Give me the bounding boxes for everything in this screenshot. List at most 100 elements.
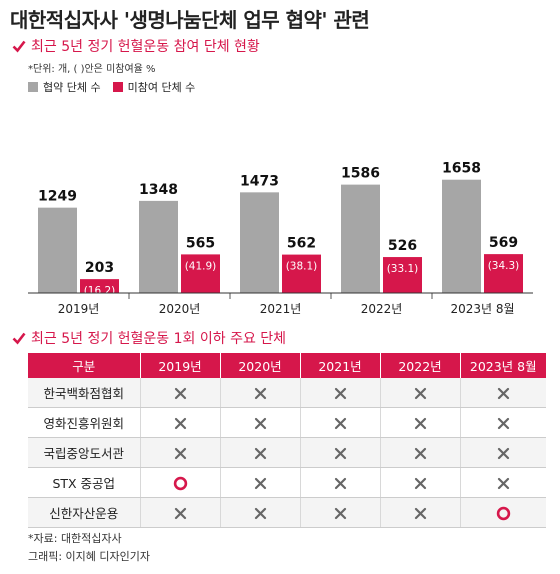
x-tick-label: 2021년 [260, 302, 302, 316]
table-row: 국립중앙도서관 [28, 437, 546, 468]
bar-value-label: 1249 [38, 189, 77, 205]
bar-value-label: 203 [85, 260, 114, 276]
circle-mark-icon [496, 506, 510, 520]
bar-value-label: 565 [186, 235, 215, 251]
mark-cell [300, 378, 381, 408]
circle-mark-icon [173, 476, 187, 490]
x-mark-icon [254, 507, 266, 520]
page-title: 대한적십자사 '생명나눔단체 업무 협약' 관련 [10, 8, 370, 32]
x-mark-icon [254, 387, 266, 400]
x-mark-icon [174, 447, 186, 460]
mark-cell [140, 378, 221, 408]
mark-cell [460, 467, 546, 498]
x-mark-icon [254, 477, 266, 490]
legend-item-nonparticipation: 미참여 단체 수 [112, 79, 196, 95]
bar-value-label: 1586 [341, 166, 380, 182]
bar-value-label: 1348 [139, 182, 178, 198]
column-header: 2023년 8월 [460, 353, 546, 378]
x-tick-label: 2020년 [159, 302, 201, 316]
column-header: 2021년 [300, 353, 381, 378]
mark-cell [220, 437, 301, 468]
mark-cell [380, 497, 461, 528]
column-header: 2019년 [140, 353, 221, 378]
check-icon [12, 332, 26, 345]
section-heading-text: 최근 5년 정기 헌혈운동 1회 이하 주요 단체 [31, 331, 287, 347]
mark-cell [380, 437, 461, 468]
row-name-cell: 국립중앙도서관 [28, 437, 141, 468]
table-row: 영화진흥위원회 [28, 407, 546, 438]
mark-cell [300, 467, 381, 498]
x-mark-icon [174, 417, 186, 430]
legend-item-agreement: 협약 단체 수 [28, 79, 101, 95]
x-mark-icon [497, 417, 509, 430]
table-body: 한국백화점협회 영화진흥위원회 국립중앙도서관 STX 중공업 신한자산운용 [28, 378, 546, 528]
row-name-cell: 신한자산운용 [28, 497, 141, 528]
mark-cell [300, 407, 381, 438]
bar-agreement [240, 192, 279, 293]
x-mark-icon [174, 507, 186, 520]
section-heading-major-orgs: 최근 5년 정기 헌혈운동 1회 이하 주요 단체 [12, 328, 286, 348]
bar-chart: 1249 203 (16.2) 2019년 1348 565 (41.9) 2020년 1473… [28, 161, 533, 316]
major-orgs-table: 구분 2019년 2020년 2021년 2022년 2023년 8월 한국백화… [28, 353, 546, 528]
mark-cell [140, 497, 221, 528]
mark-cell [460, 378, 546, 408]
x-mark-icon [497, 447, 509, 460]
bar-value-label: 569 [489, 235, 518, 251]
mark-cell [220, 378, 301, 408]
column-header: 2020년 [220, 353, 301, 378]
x-mark-icon [414, 507, 426, 520]
section-heading-text: 최근 5년 정기 헌혈운동 참여 단체 현황 [31, 39, 260, 55]
bar-agreement [139, 200, 178, 293]
legend-label: 미참여 단체 수 [127, 81, 196, 94]
mark-cell [460, 437, 546, 468]
mark-cell [140, 467, 221, 498]
x-mark-icon [254, 417, 266, 430]
legend-swatch-gray [28, 82, 38, 92]
mark-cell [140, 407, 221, 438]
credit-note: 그래픽: 이지혜 디자인기자 [28, 550, 151, 563]
bar-nonparticipation [181, 254, 220, 293]
source-note: *자료: 대한적십자사 [28, 532, 122, 545]
x-mark-icon [334, 417, 346, 430]
rate-label: (16.2) [84, 285, 116, 297]
x-mark-icon [334, 507, 346, 520]
mark-cell [220, 407, 301, 438]
mark-cell [300, 437, 381, 468]
x-mark-icon [254, 447, 266, 460]
mark-cell [460, 407, 546, 438]
legend-label: 협약 단체 수 [43, 81, 101, 94]
bar-nonparticipation [282, 254, 321, 293]
bar-value-label: 526 [388, 238, 417, 254]
section-heading-participation: 최근 5년 정기 헌혈운동 참여 단체 현황 [12, 36, 260, 56]
mark-cell [460, 497, 546, 528]
bar-nonparticipation [484, 254, 523, 293]
table-row: 신한자산운용 [28, 497, 546, 528]
rate-label: (34.3) [488, 260, 520, 272]
column-header: 구분 [28, 353, 141, 378]
bar-agreement [38, 207, 77, 293]
row-name-cell: STX 중공업 [28, 467, 141, 498]
bar-nonparticipation [383, 257, 422, 293]
x-mark-icon [414, 417, 426, 430]
x-tick-label: 2023년 8월 [450, 302, 514, 316]
bar-agreement [341, 184, 380, 293]
x-mark-icon [497, 387, 509, 400]
x-tick-label: 2022년 [361, 302, 403, 316]
x-tick-label: 2019년 [58, 302, 100, 316]
x-mark-icon [334, 447, 346, 460]
x-mark-icon [334, 477, 346, 490]
unit-note: *단위: 개, ( )안은 미참여율 % [28, 64, 156, 75]
table-header-row: 구분 2019년 2020년 2021년 2022년 2023년 8월 [28, 353, 546, 378]
bar-nonparticipation [80, 279, 119, 293]
mark-cell [380, 407, 461, 438]
rate-label: (41.9) [185, 260, 217, 272]
x-mark-icon [414, 387, 426, 400]
table-row: 한국백화점협회 [28, 378, 546, 408]
mark-cell [380, 467, 461, 498]
mark-cell [140, 437, 221, 468]
legend-swatch-red [112, 82, 123, 92]
rate-label: (38.1) [286, 261, 318, 273]
bar-value-label: 1473 [240, 173, 279, 189]
rate-label: (33.1) [387, 263, 419, 275]
mark-cell [380, 378, 461, 408]
